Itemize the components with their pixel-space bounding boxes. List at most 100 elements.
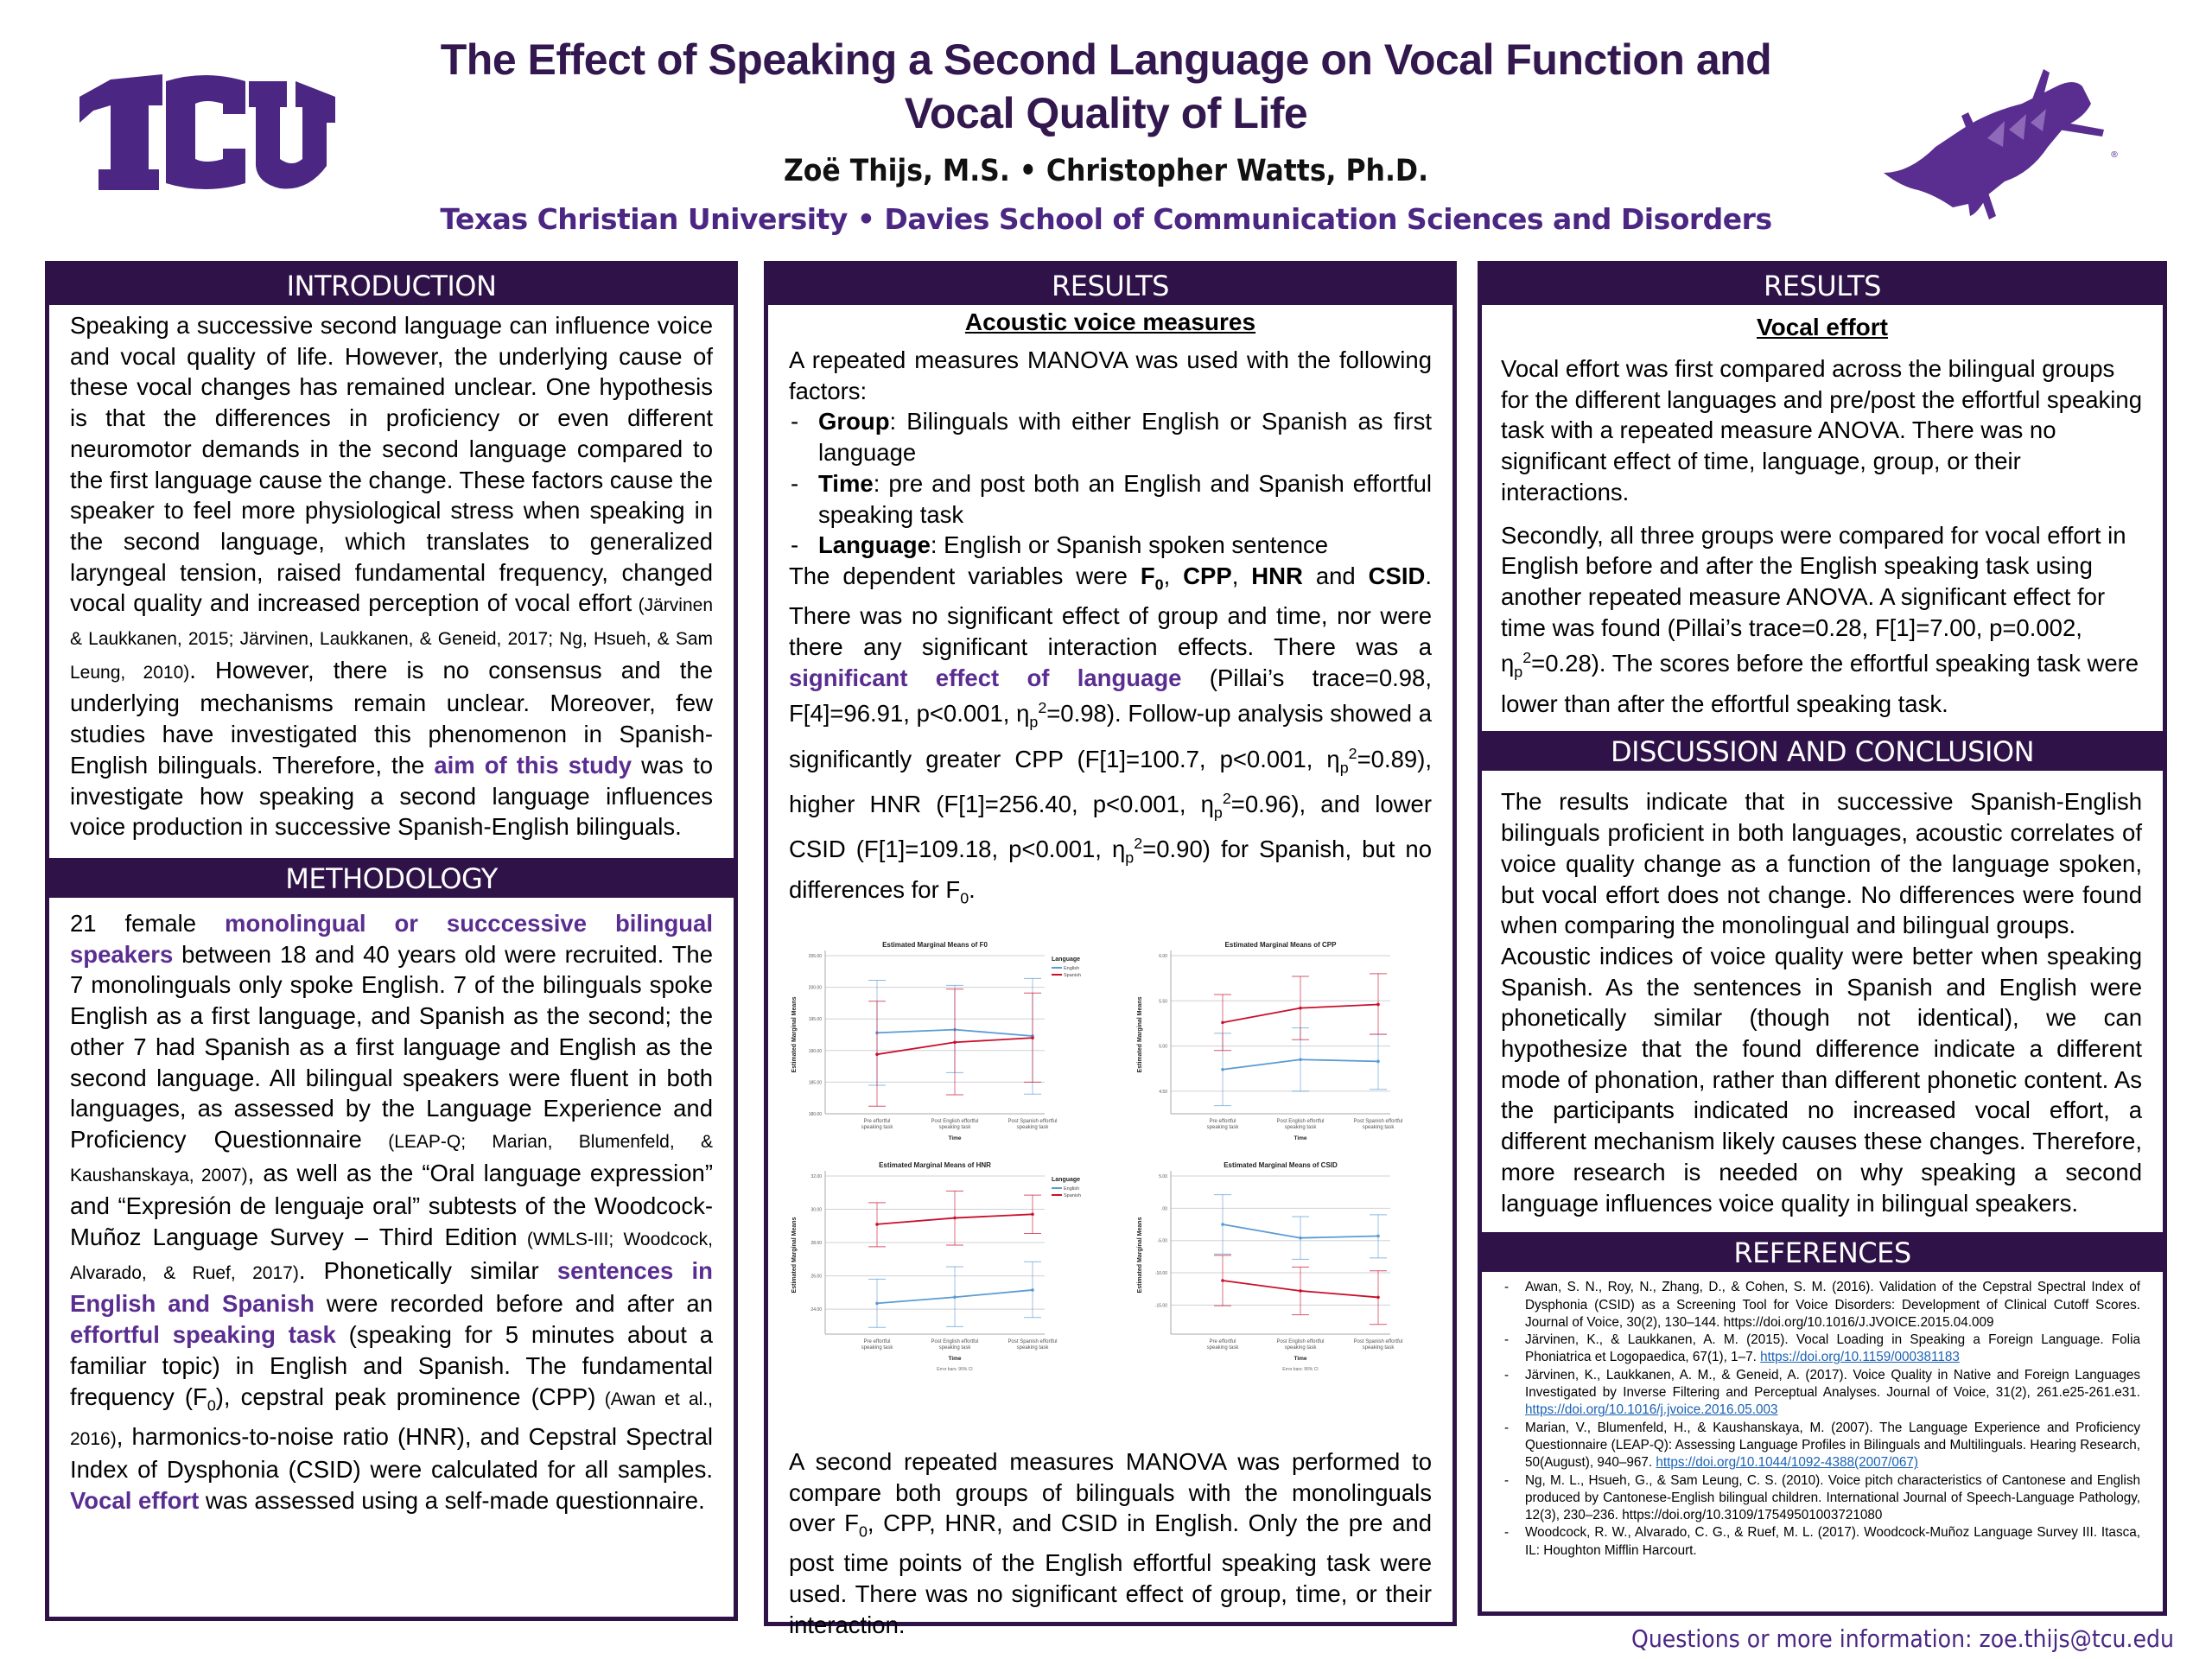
factor-item: Time: pre and post both an English and S… [789, 468, 1432, 530]
middle-column: RESULTS Acoustic voice measures A repeat… [764, 261, 1457, 1638]
vocal-effort-subheading: Vocal effort [1757, 314, 1888, 340]
reference-item: Awan, S. N., Roy, N., Zhang, D., & Cohen… [1501, 1279, 2140, 1332]
introduction-text: Speaking a successive second language ca… [70, 312, 714, 841]
svg-text:Post Spanish effortful: Post Spanish effortful [1008, 1339, 1058, 1344]
svg-text:Time: Time [948, 1356, 961, 1362]
charts-grid: Estimated Marginal Means of F0 180.00 185.… [785, 937, 1477, 1386]
svg-text:28.00: 28.00 [810, 1241, 822, 1246]
svg-text:speaking task: speaking task [861, 1125, 894, 1130]
factor-item: Language: English or Spanish spoken sent… [789, 530, 1432, 561]
svg-text:English: English [1064, 966, 1079, 971]
svg-text:5.50: 5.50 [1159, 999, 1167, 1004]
results-heading-2: RESULTS [1482, 265, 2163, 305]
svg-text:Spanish: Spanish [1064, 1193, 1081, 1198]
chart-f0: Estimated Marginal Means of F0 180.00 185.… [785, 937, 1131, 1157]
svg-text:Estimated Marginal Means: Estimated Marginal Means [791, 1217, 798, 1293]
svg-text:speaking task: speaking task [1363, 1125, 1395, 1130]
svg-text:-15.00: -15.00 [1155, 1303, 1167, 1308]
svg-text:Estimated Marginal Means of HN: Estimated Marginal Means of HNR [879, 1161, 991, 1169]
chart-cpp: Estimated Marginal Means of CPP 4.50 5.00 5… [1131, 937, 1477, 1157]
chart-hnr: Estimated Marginal Means of HNR 24.00 26.0… [785, 1157, 1131, 1377]
svg-text:26.00: 26.00 [810, 1274, 822, 1279]
svg-text:Error bars: 95% CI: Error bars: 95% CI [937, 1367, 972, 1372]
reference-link[interactable]: https://doi.org/10.1159/000381183 [1760, 1350, 1960, 1365]
reference-item: Ng, M. L., Hsueh, G., & Sam Leung, C. S.… [1501, 1472, 2140, 1525]
second-manova-text: A second repeated measures MANOVA was pe… [789, 1447, 1432, 1638]
svg-text:Post Spanish effortful: Post Spanish effortful [1354, 1119, 1403, 1124]
svg-text:Language: Language [1052, 957, 1080, 963]
vocal-effort-text: Vocal effort was first compared across t… [1501, 355, 2143, 717]
svg-text:Estimated Marginal Means of F0: Estimated Marginal Means of F0 [882, 941, 988, 949]
references-heading: REFERENCES [1482, 1232, 2163, 1273]
introduction-heading: INTRODUCTION [49, 265, 734, 305]
svg-text:Estimated Marginal Means of CP: Estimated Marginal Means of CPP [1225, 941, 1338, 949]
svg-text:Estimated Marginal Means of CS: Estimated Marginal Means of CSID [1224, 1161, 1338, 1169]
svg-text:180.00: 180.00 [809, 1112, 823, 1117]
svg-text:speaking task: speaking task [1363, 1345, 1395, 1351]
svg-text:Pre effortful: Pre effortful [1210, 1339, 1236, 1344]
title-line-2: Vocal Quality of Life [904, 89, 1308, 137]
svg-text:Pre effortful: Pre effortful [864, 1119, 891, 1124]
svg-text:speaking task: speaking task [1017, 1125, 1050, 1130]
svg-text:speaking task: speaking task [861, 1345, 894, 1351]
svg-text:5.00: 5.00 [1159, 1044, 1167, 1049]
affiliation: Texas Christian University • Davies Scho… [440, 202, 1772, 236]
svg-text:Language: Language [1052, 1177, 1080, 1183]
svg-text:speaking task: speaking task [939, 1345, 972, 1351]
references-list: Awan, S. N., Roy, N., Zhang, D., & Cohen… [1482, 1272, 2163, 1560]
reference-item: Järvinen, K., & Laukkanen, A. M. (2015).… [1501, 1332, 2140, 1367]
acoustic-measures-subheading: Acoustic voice measures [964, 308, 1256, 335]
svg-text:195.00: 195.00 [809, 1017, 823, 1022]
significant-effect-highlight: significant effect of language [789, 664, 1182, 691]
horned-frog-mascot-icon: ® [1884, 69, 2119, 219]
svg-text:speaking task: speaking task [1017, 1345, 1050, 1351]
reference-item: Järvinen, K., Laukkanen, A. M., & Geneid… [1501, 1367, 2140, 1420]
right-column: RESULTS Vocal effort Vocal effort was fi… [1478, 261, 2167, 1616]
factor-list: Group: Bilinguals with either English or… [789, 406, 1432, 561]
svg-text:-10.00: -10.00 [1155, 1271, 1167, 1276]
authors: Zoë Thijs, M.S. • Christopher Watts, Ph.… [783, 154, 1429, 188]
svg-text:Pre effortful: Pre effortful [864, 1339, 891, 1344]
svg-text:Post Spanish effortful: Post Spanish effortful [1008, 1119, 1058, 1124]
acoustic-results-text: A repeated measures MANOVA was used with… [768, 345, 1452, 914]
poster-title: The Effect of Speaking a Second Language… [346, 33, 1866, 140]
methodology-text: 21 female monolingual or succcessive bil… [70, 910, 713, 1515]
svg-text:Pre effortful: Pre effortful [1210, 1119, 1236, 1124]
svg-text:Post English effortful: Post English effortful [1277, 1119, 1325, 1124]
reference-link[interactable]: https://doi.org/10.1044/1092-4388(2007/0… [1656, 1455, 1919, 1471]
aim-highlight: aim of this study [434, 751, 632, 779]
svg-text:Estimated Marginal Means: Estimated Marginal Means [1137, 996, 1143, 1072]
svg-text:Time: Time [1294, 1135, 1306, 1141]
reference-item: Woodcock, R. W., Alvarado, C. G., & Ruef… [1501, 1524, 2140, 1560]
svg-text:speaking task: speaking task [1207, 1345, 1240, 1351]
svg-text:200.00: 200.00 [809, 985, 823, 990]
svg-text:speaking task: speaking task [1285, 1345, 1318, 1351]
svg-text:Post English effortful: Post English effortful [931, 1339, 979, 1344]
svg-text:Error bars: 95% CI: Error bars: 95% CI [1282, 1367, 1318, 1372]
svg-text:6.00: 6.00 [1159, 954, 1167, 959]
svg-text:205.00: 205.00 [809, 954, 823, 959]
tcu-logo [79, 74, 335, 190]
svg-text:4.50: 4.50 [1159, 1090, 1167, 1095]
svg-text:Post Spanish effortful: Post Spanish effortful [1354, 1339, 1403, 1344]
chart-csid: Estimated Marginal Means of CSID -15.00 -1… [1131, 1157, 1477, 1377]
reference-item: Marian, V., Blumenfeld, H., & Kaushanska… [1501, 1420, 2140, 1472]
svg-text:Spanish: Spanish [1064, 973, 1081, 978]
left-column: INTRODUCTION Speaking a successive secon… [45, 261, 738, 1621]
svg-text:185.00: 185.00 [809, 1080, 823, 1085]
contact-footer: Questions or more information: zoe.thijs… [1631, 1624, 2174, 1653]
factor-item: Group: Bilinguals with either English or… [789, 406, 1432, 467]
svg-text:30.00: 30.00 [810, 1207, 822, 1212]
methodology-heading: METHODOLOGY [49, 858, 734, 898]
svg-text:®: ® [2110, 150, 2119, 160]
svg-text:.00: .00 [1161, 1206, 1167, 1211]
svg-text:Post English effortful: Post English effortful [1277, 1339, 1325, 1344]
results-heading: RESULTS [768, 265, 1452, 305]
discussion-heading: DISCUSSION AND CONCLUSION [1482, 731, 2163, 772]
svg-text:190.00: 190.00 [809, 1049, 823, 1054]
title-line-1: The Effect of Speaking a Second Language… [440, 35, 1772, 84]
reference-link[interactable]: https://doi.org/10.1016/j.jvoice.2016.05… [1525, 1402, 1778, 1418]
discussion-text: The results indicate that in successive … [1501, 788, 2142, 1217]
svg-text:speaking task: speaking task [939, 1125, 972, 1130]
svg-text:-5.00: -5.00 [1158, 1239, 1168, 1244]
